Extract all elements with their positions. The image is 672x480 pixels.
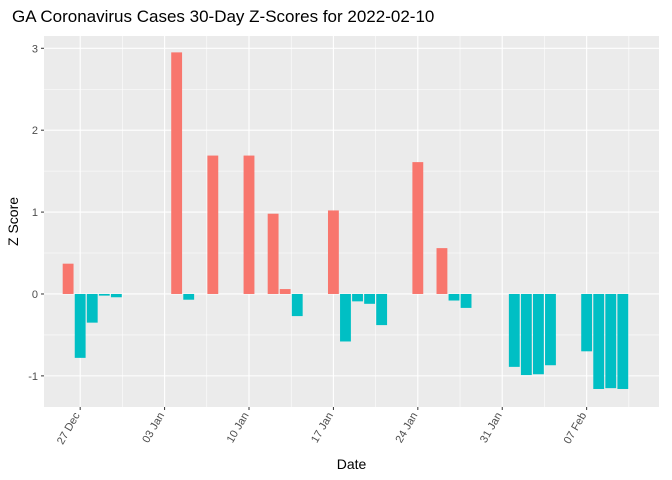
x-axis-label: Date [337,456,367,472]
y-axis-ticks: -1 0 1 2 3 [28,43,44,383]
y-tick-label: 0 [32,289,38,301]
y-tick-label: 1 [32,207,38,219]
bar [291,293,303,317]
bar [207,155,219,294]
bar [605,293,617,389]
x-tick-label: 10 Jan [225,411,252,446]
bar [183,293,195,300]
bar [593,293,605,389]
bar [436,248,448,294]
bar [279,289,291,294]
bar [243,155,255,294]
bar [412,162,424,294]
bar [460,293,472,308]
bar [581,293,593,352]
x-tick-label: 17 Jan [309,411,336,446]
bar [376,293,388,326]
x-tick-label: 24 Jan [394,411,421,446]
bar [352,293,363,302]
bar [62,263,74,294]
y-tick-label: 2 [32,125,38,137]
plot-panel [44,36,659,407]
bar [86,293,98,323]
x-axis-ticks: 27 Dec 03 Jan 10 Jan 17 Jan 24 Jan 31 Jan 07 F… [55,407,589,447]
bar [508,293,520,367]
bar [532,293,544,375]
x-tick-label: 03 Jan [140,411,167,446]
x-tick-label: 27 Dec [55,410,83,447]
bars [62,52,629,389]
bar [617,293,629,389]
bar [98,293,110,296]
bar [74,293,86,358]
bar [267,213,279,294]
bar [110,293,122,298]
y-tick-label: 3 [32,43,38,55]
y-tick-label: -1 [28,371,38,383]
bar [364,293,376,304]
bar [520,293,532,376]
y-axis-label: Z Score [5,197,21,246]
bar [327,210,339,294]
bar [340,293,351,342]
grid-minor [44,36,659,407]
x-tick-label: 07 Feb [562,411,590,447]
bar [171,52,183,294]
bar [448,293,460,301]
chart-title: GA Coronavirus Cases 30-Day Z-Scores for… [12,7,434,26]
bar [545,293,556,366]
x-tick-label: 31 Jan [478,411,505,446]
